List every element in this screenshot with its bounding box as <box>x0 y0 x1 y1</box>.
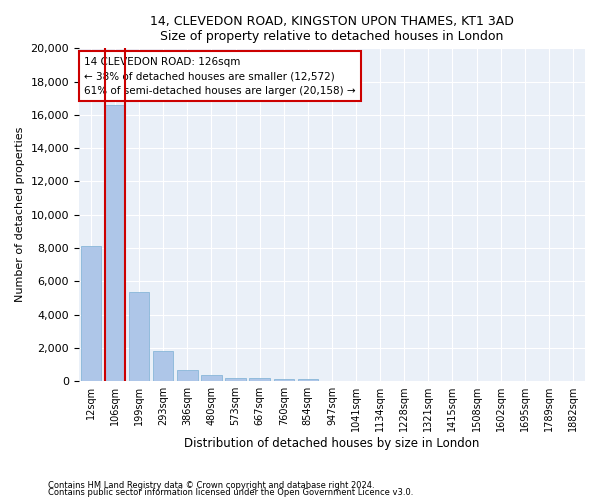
Bar <box>177 370 197 381</box>
Text: Contains public sector information licensed under the Open Government Licence v3: Contains public sector information licen… <box>48 488 413 497</box>
Bar <box>105 105 125 381</box>
Bar <box>250 378 270 381</box>
Bar <box>153 351 173 381</box>
Title: 14, CLEVEDON ROAD, KINGSTON UPON THAMES, KT1 3AD
Size of property relative to de: 14, CLEVEDON ROAD, KINGSTON UPON THAMES,… <box>150 15 514 43</box>
Bar <box>129 292 149 381</box>
Bar <box>298 379 318 381</box>
Bar <box>201 376 221 381</box>
Y-axis label: Number of detached properties: Number of detached properties <box>15 127 25 302</box>
X-axis label: Distribution of detached houses by size in London: Distribution of detached houses by size … <box>184 437 479 450</box>
Bar <box>226 378 246 381</box>
Text: Contains HM Land Registry data © Crown copyright and database right 2024.: Contains HM Land Registry data © Crown c… <box>48 480 374 490</box>
Bar <box>81 246 101 381</box>
Text: 14 CLEVEDON ROAD: 126sqm
← 38% of detached houses are smaller (12,572)
61% of se: 14 CLEVEDON ROAD: 126sqm ← 38% of detach… <box>84 56 356 96</box>
Bar <box>274 378 294 381</box>
